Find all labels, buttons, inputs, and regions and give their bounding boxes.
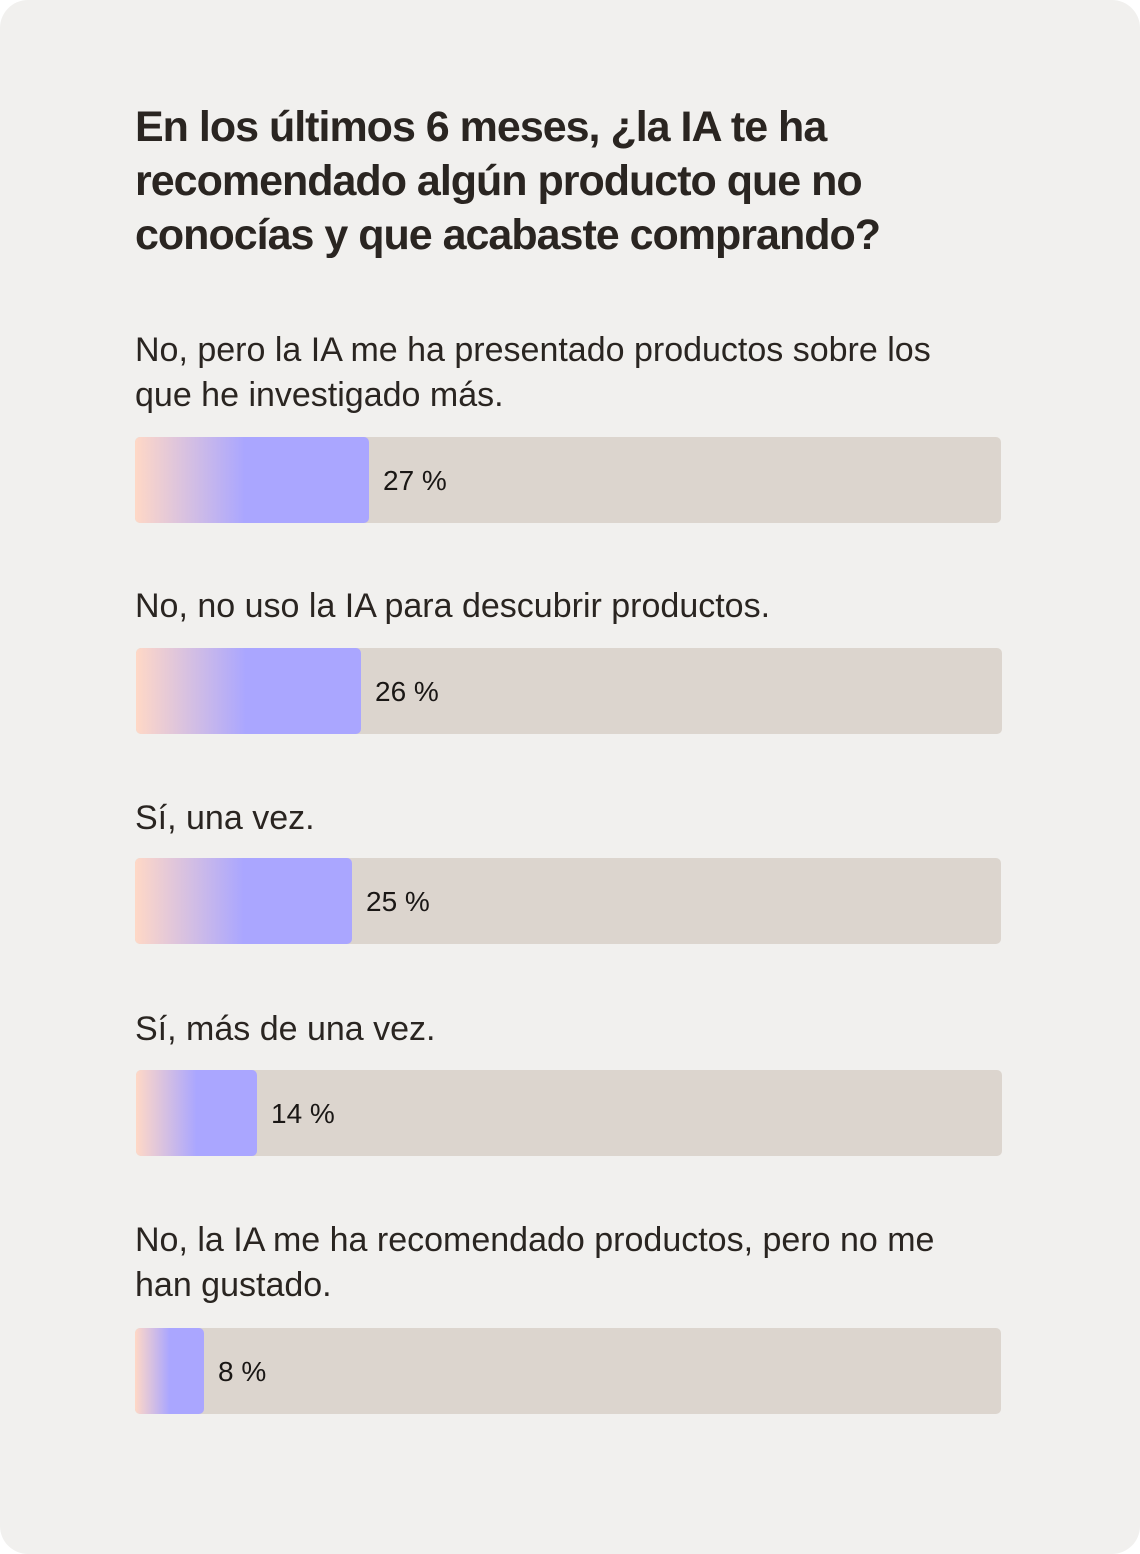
bar-track: 26 % [136,648,1002,734]
option-label: No, la IA me ha recomendado productos, p… [135,1221,935,1304]
bar-fill [135,437,369,523]
bar-fill [135,1328,204,1414]
bar-track: 8 % [135,1328,1001,1414]
option-label: Sí, una vez. [135,799,315,837]
bar-value-label: 14 % [271,1098,335,1129]
bar-track: 27 % [135,437,1001,523]
bar-value-label: 26 % [375,676,439,707]
bar-fill [136,648,361,734]
bar-track: 25 % [135,858,1001,944]
bar-fill [136,1070,257,1156]
bar-value-label: 25 % [366,886,430,917]
option-label: No, no uso la IA para descubrir producto… [135,587,771,625]
bar-fill [135,858,352,944]
option-label: Sí, más de una vez. [135,1010,436,1048]
bar-value-label: 27 % [383,465,447,496]
option-label: No, pero la IA me ha presentado producto… [135,331,931,414]
bar-value-label: 8 % [218,1356,267,1387]
bar-track: 14 % [136,1070,1002,1156]
poll-title: En los últimos 6 meses, ¿la IA te ha rec… [135,103,881,259]
